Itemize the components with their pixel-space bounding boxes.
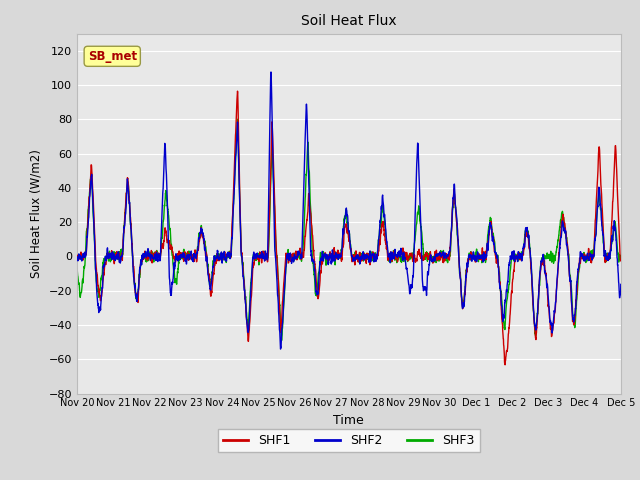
X-axis label: Time: Time [333, 414, 364, 427]
Title: Soil Heat Flux: Soil Heat Flux [301, 14, 397, 28]
Text: SB_met: SB_met [88, 50, 137, 63]
Legend: SHF1, SHF2, SHF3: SHF1, SHF2, SHF3 [218, 429, 480, 452]
Y-axis label: Soil Heat Flux (W/m2): Soil Heat Flux (W/m2) [30, 149, 43, 278]
